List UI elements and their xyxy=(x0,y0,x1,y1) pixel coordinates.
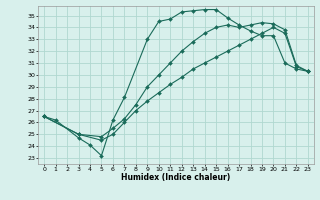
X-axis label: Humidex (Indice chaleur): Humidex (Indice chaleur) xyxy=(121,173,231,182)
